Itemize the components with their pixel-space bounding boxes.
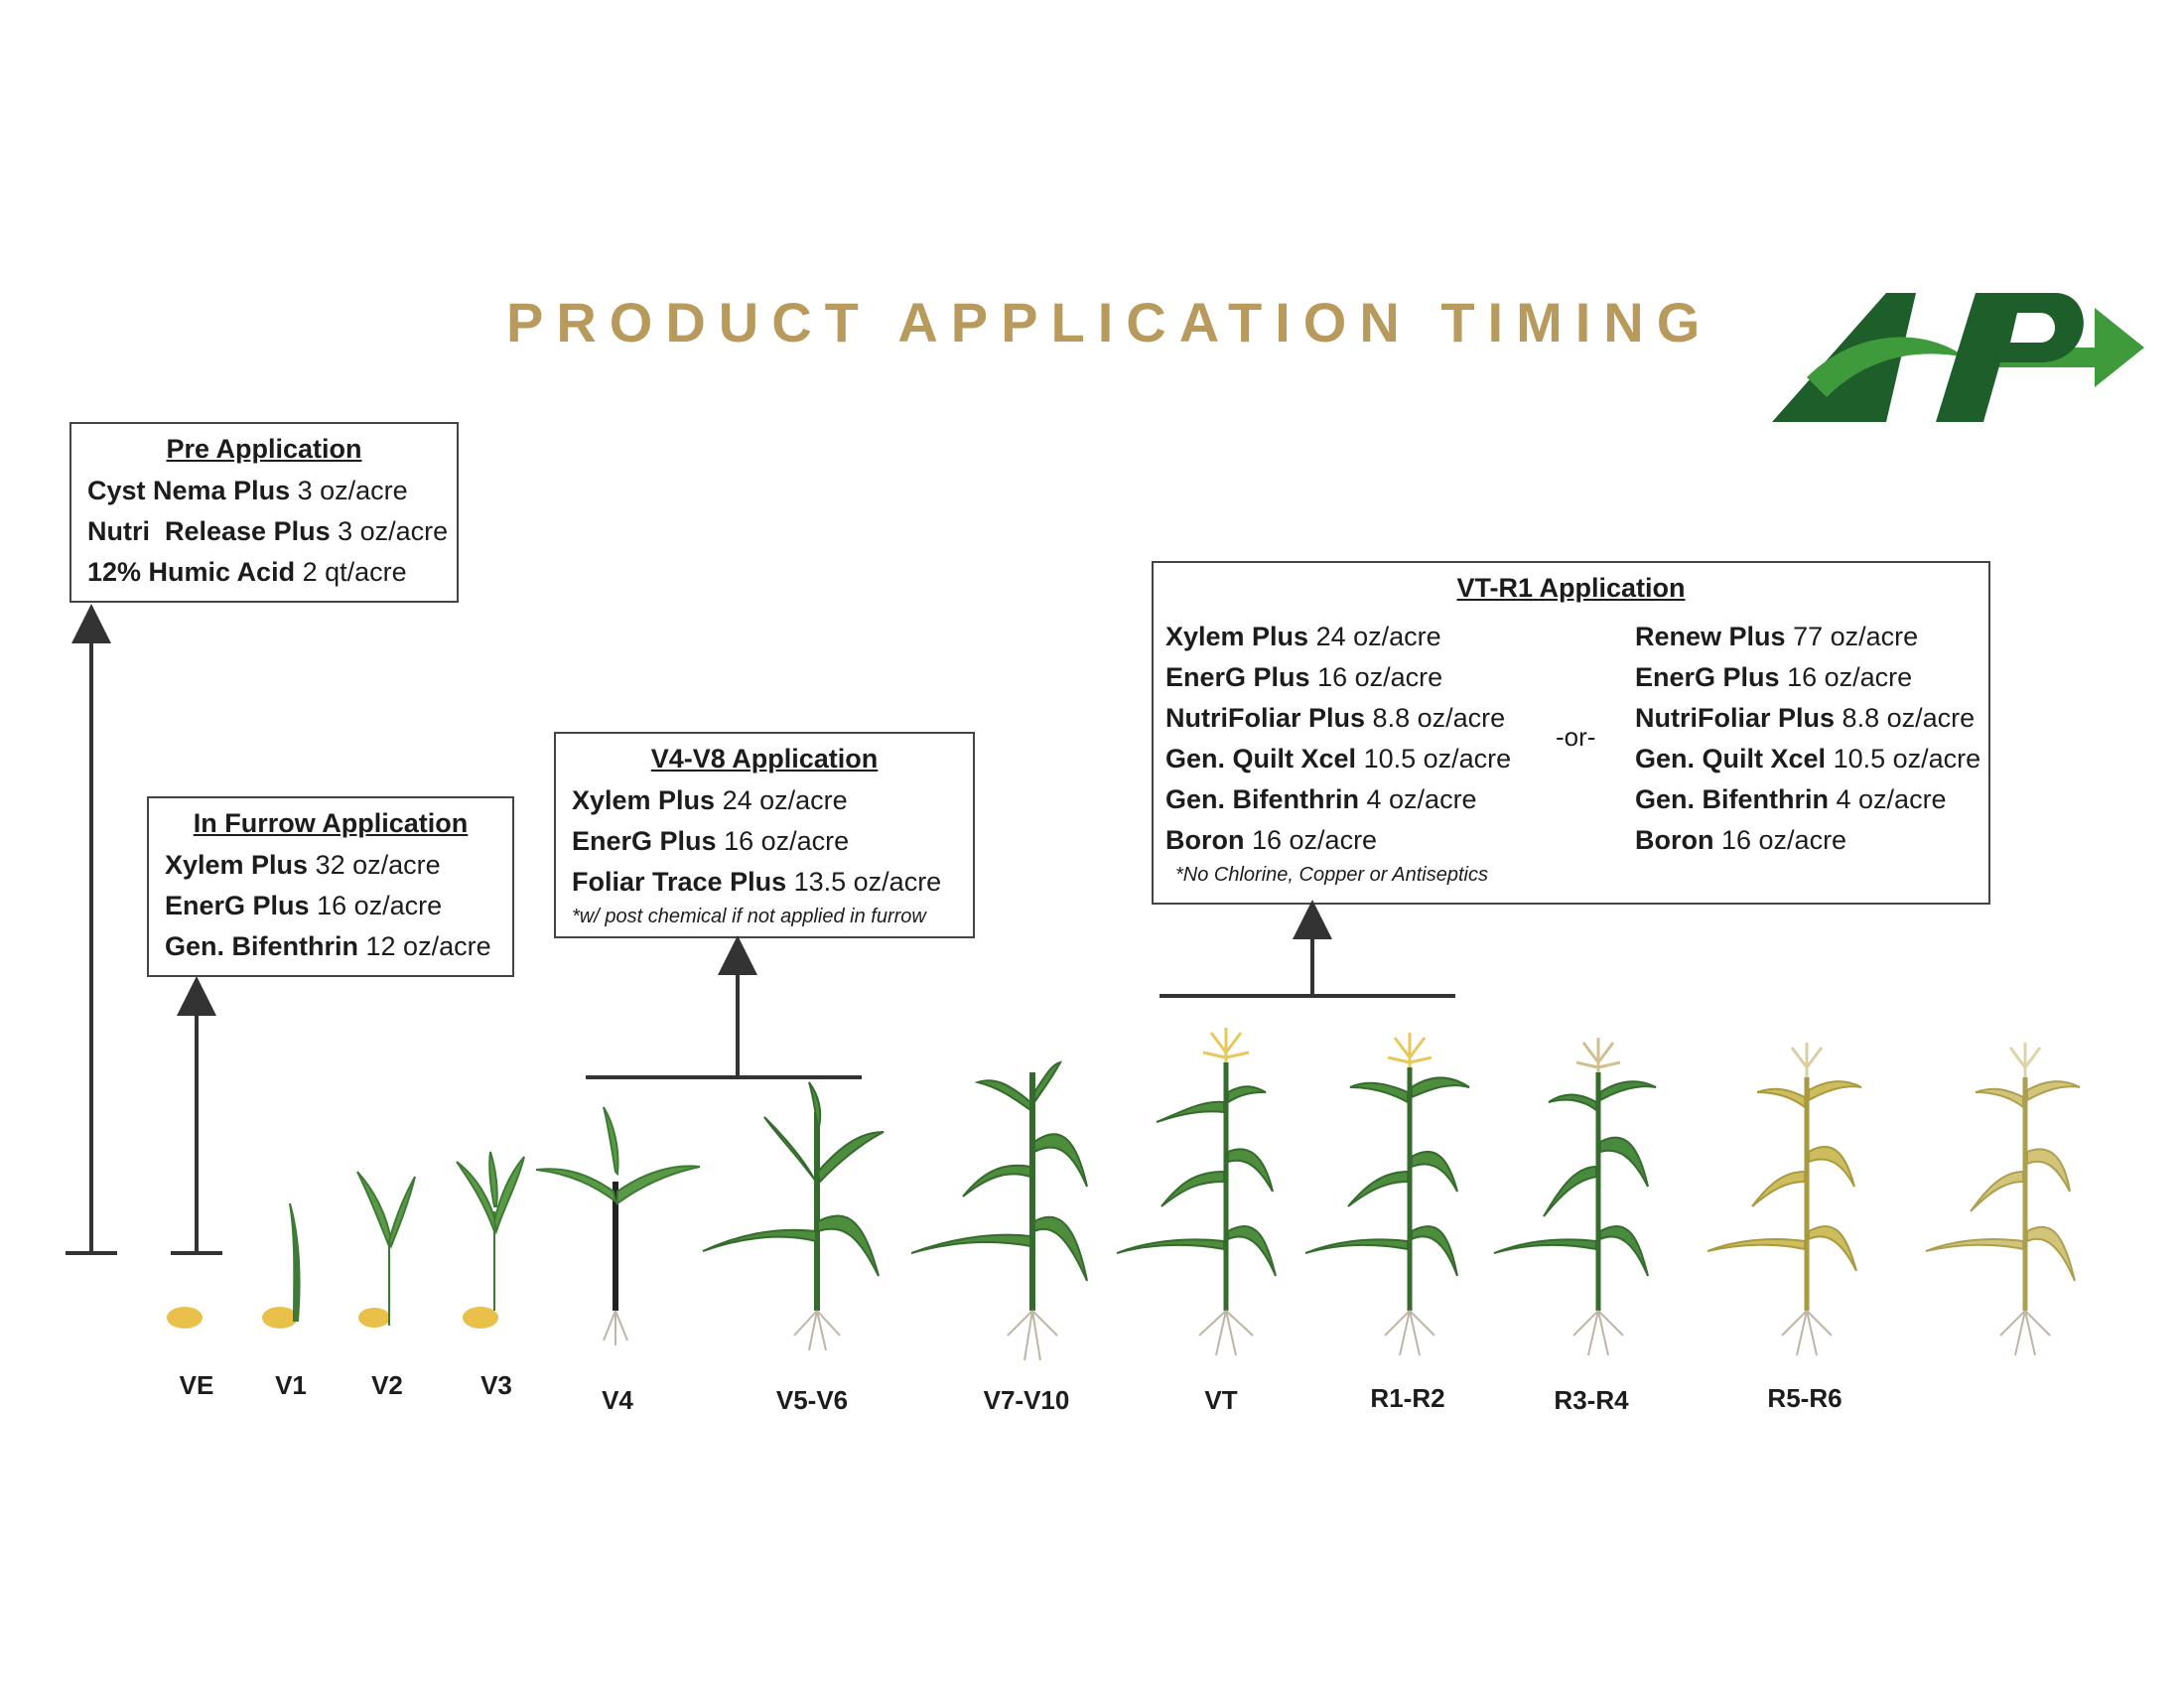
ap-logo: AP bbox=[1772, 293, 2144, 422]
seed-icon bbox=[262, 1307, 298, 1329]
seed-icon bbox=[463, 1307, 498, 1329]
vt-r1-box: VT-R1 Application Xylem Plus 24 oz/acre … bbox=[1152, 561, 1990, 905]
v4-v8-item: Foliar Trace Plus 13.5 oz/acre bbox=[572, 867, 942, 897]
in-furrow-item: Xylem Plus 32 oz/acre bbox=[165, 850, 441, 880]
vt-r1-item: Boron 16 oz/acre bbox=[1165, 825, 1378, 855]
vt-r1-item: Gen. Quilt Xcel 10.5 oz/acre bbox=[1165, 744, 1512, 774]
in-furrow-item: EnerG Plus 16 oz/acre bbox=[165, 891, 443, 920]
plant-mature-icon bbox=[1925, 1043, 2081, 1311]
stage-label-ve: VE bbox=[179, 1370, 214, 1400]
vt-r1-left-column: Xylem Plus 24 oz/acre EnerG Plus 16 oz/a… bbox=[1165, 617, 1511, 889]
plant-vt-icon bbox=[1116, 1028, 1277, 1311]
pre-application-item: Cyst Nema Plus 3 oz/acre bbox=[87, 476, 408, 505]
in-furrow-box: In Furrow Application Xylem Plus 32 oz/a… bbox=[147, 796, 514, 977]
v4-v8-item: Xylem Plus 24 oz/acre bbox=[572, 785, 848, 815]
roots bbox=[603, 1310, 2051, 1361]
stage-label-v5-v6: V5-V6 bbox=[775, 1385, 849, 1415]
seed-icon bbox=[358, 1308, 390, 1328]
plant-v7-v10-icon bbox=[910, 1060, 1088, 1311]
plant-v3-icon bbox=[456, 1151, 525, 1311]
vt-r1-item: Gen. Bifenthrin 4 oz/acre bbox=[1635, 784, 1947, 814]
plant-v4-icon bbox=[535, 1106, 701, 1311]
in-furrow-item: Gen. Bifenthrin 12 oz/acre bbox=[165, 931, 491, 961]
vt-r1-or-label: -or- bbox=[1556, 722, 1596, 752]
stage-label-v2: V2 bbox=[371, 1370, 403, 1400]
pre-application-box: Pre Application Cyst Nema Plus 3 oz/acre… bbox=[69, 422, 459, 603]
vt-r1-item: Xylem Plus 24 oz/acre bbox=[1165, 622, 1441, 651]
vt-r1-item: EnerG Plus 16 oz/acre bbox=[1635, 662, 1913, 692]
vt-r1-right-column: Renew Plus 77 oz/acre EnerG Plus 16 oz/a… bbox=[1635, 617, 1980, 861]
stage-label-v7-v10: V7-V10 bbox=[983, 1385, 1070, 1415]
v4-v8-title: V4-V8 Application bbox=[650, 744, 879, 774]
stage-label-r5-r6: R5-R6 bbox=[1767, 1383, 1843, 1413]
plant-v1-icon bbox=[289, 1202, 301, 1322]
stage-label-vt: VT bbox=[1204, 1385, 1238, 1415]
plant-r5-r6-icon bbox=[1706, 1043, 1862, 1311]
stage-label-v3: V3 bbox=[480, 1370, 512, 1400]
stage-label-v4: V4 bbox=[602, 1385, 633, 1415]
pre-application-item: 12% Humic Acid 2 qt/acre bbox=[87, 557, 407, 587]
plant-v5-v6-icon bbox=[702, 1081, 885, 1311]
in-furrow-title: In Furrow Application bbox=[193, 808, 469, 838]
vt-r1-item: NutriFoliar Plus 8.8 oz/acre bbox=[1635, 703, 1976, 733]
seed-icon bbox=[167, 1307, 203, 1329]
vt-r1-item: Gen. Quilt Xcel 10.5 oz/acre bbox=[1635, 744, 1981, 774]
tassel-icon bbox=[2008, 1043, 2042, 1077]
tassel-icon bbox=[1790, 1043, 1824, 1077]
vt-r1-item: Renew Plus 77 oz/acre bbox=[1635, 622, 1919, 651]
stage-label-r1-r2: R1-R2 bbox=[1370, 1383, 1445, 1413]
vt-r1-item: NutriFoliar Plus 8.8 oz/acre bbox=[1165, 703, 1506, 733]
plant-r3-r4-icon bbox=[1493, 1038, 1657, 1311]
stage-label-r3-r4: R3-R4 bbox=[1554, 1385, 1629, 1415]
stage-label-v1: V1 bbox=[275, 1370, 307, 1400]
v4-v8-box: V4-V8 Application Xylem Plus 24 oz/acre … bbox=[554, 732, 975, 938]
v4-v8-note: *w/ post chemical if not applied in furr… bbox=[572, 906, 926, 927]
tassel-icon bbox=[1387, 1033, 1433, 1067]
plant-r1-r2-icon bbox=[1304, 1033, 1470, 1311]
plant-v2-icon bbox=[356, 1171, 416, 1326]
vt-r1-title: VT-R1 Application bbox=[1456, 573, 1686, 603]
vt-r1-note: *No Chlorine, Copper or Antiseptics bbox=[1175, 864, 1488, 886]
page-title: PRODUCT APPLICATION TIMING bbox=[506, 291, 1713, 353]
pre-application-item: Nutri Release Plus 3 oz/acre bbox=[87, 516, 449, 546]
vt-r1-item: Gen. Bifenthrin 4 oz/acre bbox=[1165, 784, 1477, 814]
vt-r1-item: EnerG Plus 16 oz/acre bbox=[1165, 662, 1443, 692]
vt-r1-item: Boron 16 oz/acre bbox=[1635, 825, 1847, 855]
v4-v8-item: EnerG Plus 16 oz/acre bbox=[572, 826, 850, 856]
tassel-icon bbox=[1202, 1028, 1250, 1062]
tassel-icon bbox=[1575, 1038, 1621, 1072]
pre-application-title: Pre Application bbox=[166, 434, 362, 464]
